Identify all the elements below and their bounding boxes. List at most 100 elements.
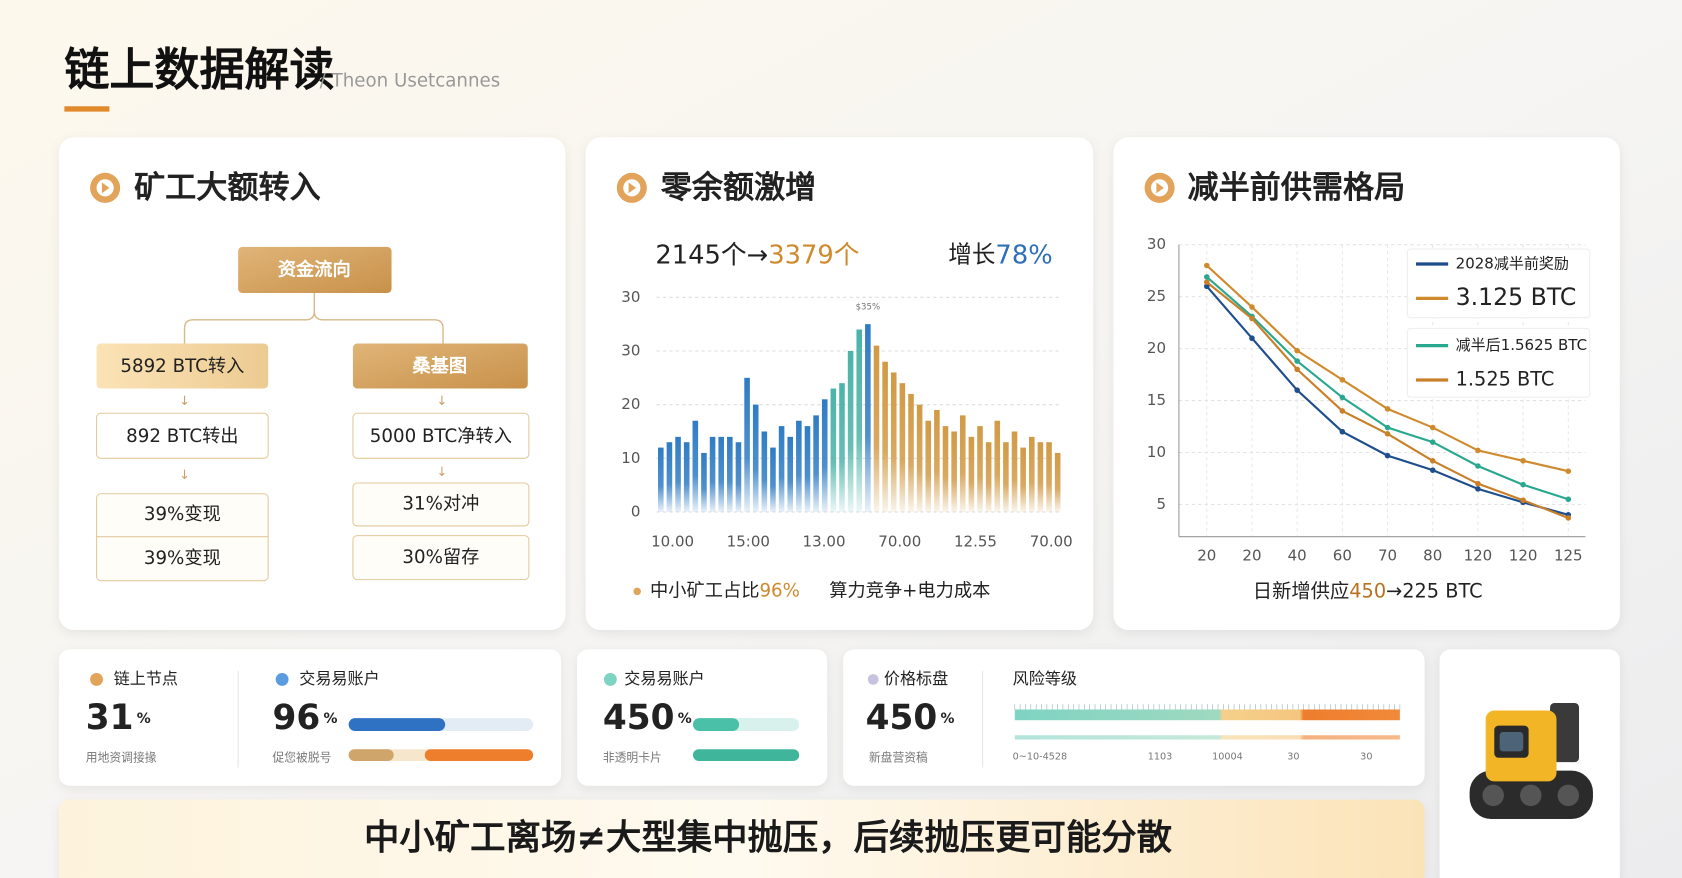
arrow: ↓	[179, 394, 190, 409]
bar	[718, 436, 724, 512]
point	[1339, 428, 1346, 435]
bar	[873, 345, 880, 512]
bar	[770, 447, 776, 512]
legend-box	[1406, 248, 1591, 319]
bar	[658, 447, 664, 512]
bar	[959, 415, 966, 512]
flow-box	[352, 482, 530, 527]
stat-caption: 新盘营资稿	[869, 750, 928, 764]
x-tick-label: 60	[1333, 546, 1352, 564]
point	[1520, 481, 1526, 488]
note-prefix: 中小矿工占比	[650, 580, 759, 601]
connector	[183, 293, 444, 344]
x-tick-label: 70.00	[1030, 533, 1073, 551]
note-value: 96%	[759, 580, 800, 601]
stat-label: 交易易账户	[299, 669, 379, 688]
stat-unit: %	[137, 711, 151, 727]
icon	[1156, 182, 1164, 194]
growth-value: 78%	[995, 240, 1052, 270]
point	[1384, 452, 1391, 459]
x-tick-label: 10.00	[651, 533, 694, 551]
arrow: ↓	[437, 394, 448, 409]
bar	[1020, 447, 1026, 512]
risk-gauge	[1014, 709, 1400, 721]
y-tick-label: 10	[621, 449, 640, 467]
stat-value: 450%	[866, 698, 955, 738]
bar	[847, 350, 854, 512]
bar	[1054, 452, 1061, 512]
point	[1475, 480, 1481, 487]
x-tick-label: 120	[1464, 546, 1493, 564]
note-suffix: →225 BTC	[1386, 579, 1482, 602]
point	[1384, 431, 1391, 437]
stat-unit: %	[323, 711, 337, 727]
x-tick-label: 70	[1378, 546, 1397, 564]
bar	[701, 452, 707, 512]
annotation: $35%	[856, 302, 881, 312]
flow-arrows: ↓ ↓ ↓ ↓	[179, 394, 447, 483]
point	[1339, 376, 1346, 383]
y-tick-label: 30	[621, 341, 640, 359]
point	[1384, 406, 1391, 412]
icon	[867, 674, 879, 685]
x-tick-label: 20	[1242, 546, 1261, 564]
y-tick-label: 25	[1147, 287, 1166, 305]
stat-unit: %	[678, 711, 692, 727]
legend-label: 1.525 BTC	[1456, 367, 1555, 390]
robot-box	[1550, 703, 1580, 763]
bar	[830, 388, 837, 512]
bar	[709, 436, 716, 512]
point	[1204, 274, 1210, 280]
risk-scale-label: 10004	[1212, 752, 1243, 763]
icon	[275, 672, 289, 686]
risk-scale-label: 0~10-4528	[1013, 752, 1067, 763]
bar	[727, 436, 733, 512]
x-tick-label: 120	[1509, 546, 1538, 564]
bar	[744, 377, 750, 512]
icon	[603, 672, 617, 686]
flow-node: 5892 BTC转入	[120, 356, 244, 377]
stat-label: 链上节点	[114, 669, 178, 688]
growth-label: 增长	[948, 240, 995, 268]
fill	[692, 749, 800, 762]
title-underline	[64, 106, 110, 112]
y-tick-label: 10	[1147, 443, 1166, 461]
bar	[916, 404, 923, 512]
point	[1339, 394, 1346, 401]
stat-number: 96	[272, 698, 320, 738]
conclusion-banner	[59, 799, 1425, 878]
robot	[1469, 703, 1593, 819]
flow-node: 30%留存	[402, 547, 479, 568]
bar	[942, 426, 949, 512]
flow-node: 39%变现	[144, 504, 221, 525]
bar	[675, 436, 681, 512]
y-tick-label: 0	[631, 502, 641, 520]
point	[1384, 424, 1391, 431]
bar	[865, 324, 871, 512]
point	[1565, 468, 1572, 474]
wheel	[1557, 784, 1580, 807]
fill	[348, 749, 394, 762]
risk-scale-label: 30	[1360, 752, 1372, 763]
bar	[882, 361, 888, 512]
bar	[1028, 436, 1035, 512]
x-tick-label: 13.00	[803, 533, 846, 551]
note-prefix: 日新增供应	[1253, 579, 1349, 602]
count-change: 2145个→3379个	[655, 240, 859, 270]
stat-number: 450	[603, 698, 675, 738]
bar	[778, 426, 785, 512]
bar	[683, 442, 690, 512]
panel-title: 减半前供需格局	[1187, 170, 1405, 206]
flow-node: 5000 BTC净转入	[370, 426, 512, 447]
bar	[1037, 442, 1044, 512]
bar	[1046, 442, 1052, 512]
bar	[1003, 442, 1009, 512]
flow-box	[352, 535, 530, 581]
point	[1249, 304, 1255, 310]
flow-node: 39%变现	[144, 548, 221, 569]
bar	[968, 436, 975, 512]
bar	[796, 420, 802, 512]
arrow: ↓	[437, 465, 448, 480]
stat-caption: 用地资调接掾	[86, 750, 157, 764]
